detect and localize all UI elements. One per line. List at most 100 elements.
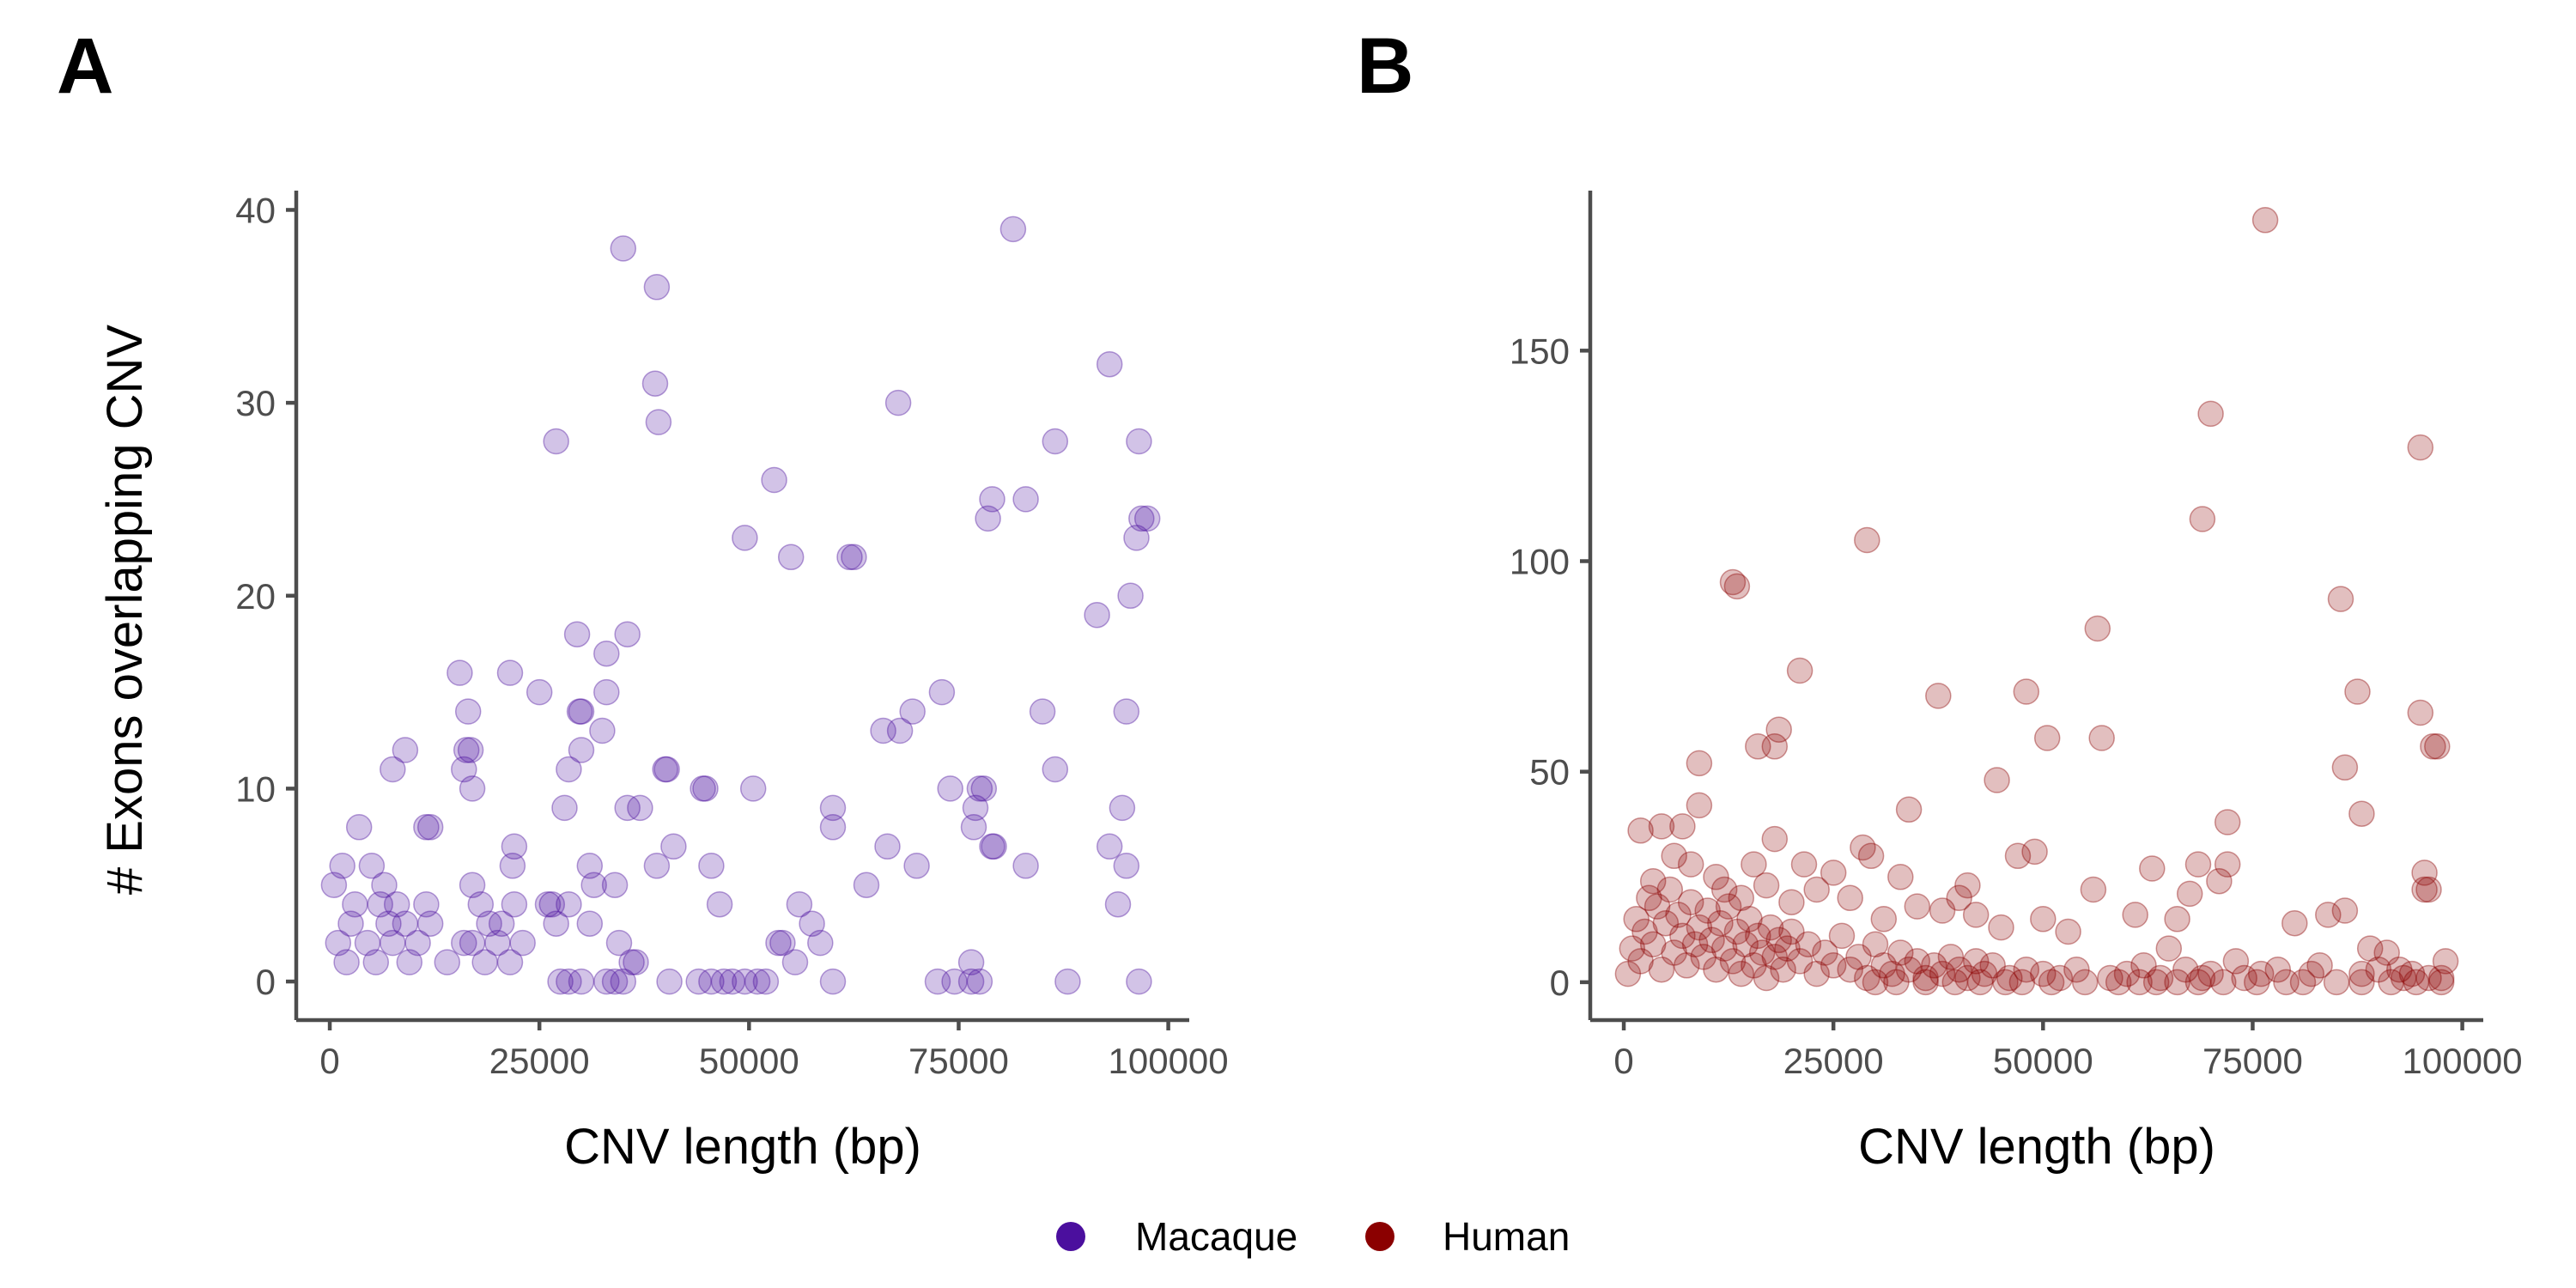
data-point-b-0-117: [1778, 918, 1805, 945]
data-point-b-0-42: [1887, 864, 1914, 890]
data-point-b-0-151: [2155, 935, 2183, 962]
panel-b: B CNV length (bp) 0 25000 50000 75000 100000…: [1357, 22, 2523, 1175]
y-tick-label-a-0: 0: [256, 962, 276, 1002]
x-tick-label-a-0: 0: [319, 1041, 339, 1081]
data-point-a-0-42: [453, 737, 480, 763]
data-point-b-0-186: [2378, 969, 2404, 996]
data-point-a-0-58: [970, 775, 998, 802]
legend: Macaque Human: [1056, 1214, 1570, 1259]
data-point-b-0-150: [2147, 964, 2174, 992]
data-point-a-0-17: [1123, 525, 1150, 551]
data-point-b-0-147: [2097, 964, 2123, 992]
data-point-a-0-88: [853, 872, 880, 898]
data-point-a-0-143: [732, 968, 758, 995]
data-point-b-0-122: [1820, 952, 1847, 979]
data-point-a-0-147: [924, 968, 951, 995]
data-point-b-0-89: [1661, 939, 1687, 966]
data-point-a-0-94: [501, 890, 528, 918]
y-tick-label-a-4: 40: [235, 190, 276, 230]
data-point-b-0-102: [1715, 893, 1742, 920]
data-point-a-0-18: [777, 544, 805, 571]
data-point-a-0-11: [979, 486, 1005, 513]
data-point-b-0-183: [2289, 969, 2317, 996]
data-point-a-0-122: [333, 949, 360, 975]
data-point-a-0-1: [610, 235, 637, 262]
data-point-b-0-95: [1686, 914, 1713, 941]
data-point-b-0-92: [1674, 952, 1700, 979]
data-point-a-0-124: [396, 949, 423, 975]
x-axis-title-b: CNV length (bp): [1858, 1119, 2215, 1175]
data-point-a-0-53: [690, 775, 716, 802]
data-point-a-0-40: [392, 737, 419, 763]
data-point-b-0-148: [2113, 960, 2141, 987]
data-point-b-0-184: [2323, 969, 2350, 996]
legend-label-human: Human: [1443, 1214, 1570, 1259]
data-point-b-0-6: [1723, 573, 1751, 600]
data-point-b-0-13: [2407, 699, 2434, 726]
data-point-a-0-107: [543, 910, 569, 937]
data-point-b-0-171: [1992, 969, 2019, 996]
data-point-b-0-27: [2214, 809, 2241, 835]
data-point-b-0-137: [1946, 956, 1972, 983]
data-point-a-0-76: [499, 853, 526, 879]
data-point-a-0-65: [345, 814, 373, 841]
data-point-a-0-77: [576, 853, 604, 879]
data-point-b-0-164: [2398, 960, 2426, 987]
data-point-b-0-61: [1962, 902, 1990, 928]
data-point-b-0-58: [1904, 893, 1931, 920]
data-point-a-0-106: [488, 910, 515, 937]
data-point-b-0-64: [2055, 918, 2081, 945]
data-point-b-0-43: [1954, 872, 1981, 899]
data-point-a-0-21: [1117, 582, 1144, 610]
data-point-b-0-178: [2164, 969, 2190, 996]
data-point-b-0-155: [2222, 948, 2250, 975]
x-tick-label-b-0: 0: [1613, 1041, 1633, 1081]
y-tick-label-a-2: 20: [235, 576, 276, 617]
data-point-a-0-148: [941, 968, 968, 995]
data-point-a-0-74: [329, 853, 355, 879]
data-point-b-0-146: [2063, 956, 2090, 983]
data-point-b-0-5: [1719, 568, 1747, 596]
data-point-a-0-10: [761, 466, 787, 494]
data-point-a-0-80: [903, 853, 930, 879]
data-point-b-0-97: [1694, 897, 1721, 924]
data-point-b-0-121: [1812, 939, 1838, 966]
data-point-b-0-25: [2348, 800, 2375, 827]
data-point-b-0-114: [1765, 927, 1792, 954]
data-point-b-0-132: [1904, 948, 1931, 975]
data-point-a-0-115: [459, 929, 486, 957]
data-point-a-0-34: [899, 698, 926, 725]
data-point-a-0-13: [975, 505, 1001, 532]
data-point-a-0-37: [870, 717, 896, 744]
data-point-b-0-2: [2407, 434, 2434, 461]
data-point-a-0-66: [819, 814, 847, 841]
data-point-a-0-68: [501, 833, 528, 860]
data-point-a-0-103: [392, 910, 419, 937]
data-point-a-0-113: [404, 929, 431, 957]
data-point-b-0-175: [2105, 969, 2132, 996]
data-point-b-0-136: [1937, 944, 1965, 970]
data-point-a-0-133: [556, 968, 582, 995]
data-point-b-0-8: [2084, 615, 2111, 642]
data-point-a-0-90: [367, 890, 393, 918]
data-point-b-0-66: [2122, 902, 2148, 928]
data-point-a-0-9: [1126, 428, 1152, 455]
data-point-a-0-20: [841, 544, 867, 571]
data-point-b-0-81: [1627, 948, 1654, 975]
x-tick-label-a-1: 25000: [489, 1041, 590, 1081]
data-point-b-0-65: [2080, 876, 2107, 903]
data-point-b-0-60: [1946, 884, 1972, 912]
data-point-b-0-4: [1854, 526, 1880, 554]
data-point-b-0-75: [2386, 956, 2413, 983]
data-point-a-0-41: [457, 737, 484, 763]
data-point-b-0-3: [2189, 506, 2216, 532]
data-point-b-0-88: [1656, 876, 1684, 903]
data-point-b-0-33: [2021, 838, 2048, 866]
data-point-b-0-128: [1870, 952, 1898, 979]
data-point-b-0-50: [1677, 851, 1704, 878]
data-point-a-0-67: [960, 814, 987, 841]
data-point-a-0-102: [375, 910, 402, 937]
data-point-b-0-138: [1954, 964, 1981, 992]
data-point-a-0-61: [627, 794, 653, 822]
data-point-b-0-161: [2348, 960, 2375, 987]
